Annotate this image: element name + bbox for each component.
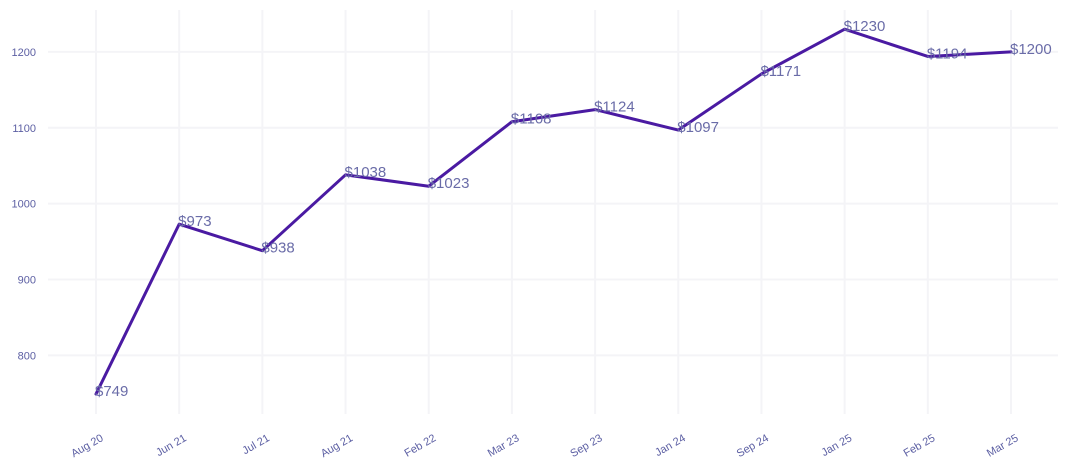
x-tick-label: Sep 23 (568, 432, 604, 460)
data-label: $1124 (594, 99, 635, 116)
y-tick-label: 1000 (12, 199, 36, 211)
x-tick-label: Aug 21 (319, 432, 355, 460)
y-tick-label: 800 (18, 350, 36, 362)
x-tick-label: Sep 24 (735, 432, 771, 460)
y-tick-label: 900 (18, 275, 36, 287)
x-tick-label: Jan 24 (653, 432, 688, 459)
data-label: $1038 (345, 164, 387, 181)
x-tick-label: Mar 25 (985, 432, 1021, 460)
y-axis-ticks: 800 900 1000 1100 1200 (12, 47, 36, 362)
data-label: $749 (95, 383, 128, 400)
y-tick-label: 1200 (12, 47, 36, 59)
data-label: $1200 (1010, 41, 1052, 58)
x-tick-label: Aug 20 (69, 432, 105, 460)
data-label: $1194 (927, 45, 968, 62)
x-tick-label: Feb 22 (403, 432, 439, 460)
x-tick-label: Jan 25 (820, 432, 855, 459)
y-tick-label: 1100 (12, 123, 36, 135)
data-label: $1230 (844, 18, 886, 35)
price-series-line (94, 27, 1013, 396)
data-label: $1108 (511, 111, 552, 128)
x-tick-label: Mar 23 (486, 432, 522, 460)
data-label: $938 (261, 240, 294, 257)
x-axis-ticks: Aug 20 Jun 21 Jul 21 Aug 21 Feb 22 Mar 23 Sep … (69, 432, 1020, 460)
data-label: $1171 (760, 63, 801, 80)
data-label: $1023 (428, 175, 470, 192)
x-tick-label: Jun 21 (154, 432, 189, 459)
x-tick-label: Feb 25 (902, 432, 938, 460)
data-label: $1097 (677, 119, 719, 136)
vertical-gridlines (95, 10, 1012, 414)
data-labels: $749 $973 $938 $1038 $1023 $1108 $1124 $1097 $11… (95, 18, 1052, 400)
data-label: $973 (178, 213, 211, 230)
x-tick-label: Jul 21 (240, 432, 271, 457)
horizontal-gridlines (48, 50, 1058, 357)
